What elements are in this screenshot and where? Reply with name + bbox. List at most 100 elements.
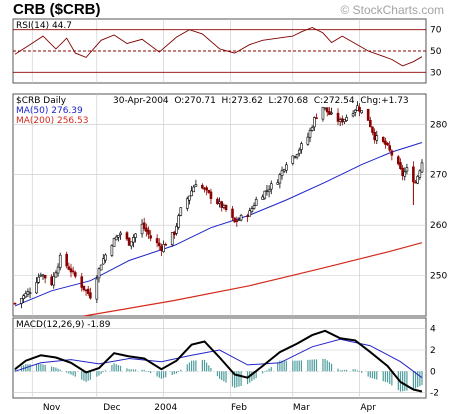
macd-histogram-bar (117, 365, 119, 372)
price-bar-body (162, 244, 165, 252)
macd-histogram-bar (68, 371, 70, 374)
price-bar-body (192, 186, 196, 193)
price-bar-body (308, 130, 312, 138)
price-bar-body (134, 233, 137, 238)
price-bar-body (125, 232, 129, 240)
price-bar-body (239, 214, 243, 221)
macd-histogram-bar (414, 371, 417, 389)
macd-histogram-bar (296, 360, 298, 372)
price-bar-body (177, 215, 180, 228)
price-bar-body (58, 254, 62, 268)
price-bar-body (269, 183, 273, 190)
macd-histogram-bar (404, 371, 406, 391)
macd-histogram-bar (309, 359, 311, 372)
macd-histogram-bar (225, 371, 227, 383)
macd-histogram-bar (165, 371, 167, 378)
price-bar-body (26, 291, 30, 295)
macd-histogram-bar (178, 371, 180, 372)
price-bar-body (263, 190, 267, 199)
price-bar-body (194, 184, 198, 187)
macd-histogram-bar (315, 359, 318, 372)
price-bar-body (371, 126, 374, 133)
macd-histogram-bar (57, 368, 59, 372)
price-bar-body (114, 236, 118, 241)
macd-histogram-bar (313, 359, 315, 372)
macd-tick-label: 4 (430, 325, 436, 335)
price-bar-body (52, 275, 56, 286)
price-bar-body (69, 268, 73, 273)
price-bar-body (328, 111, 331, 115)
x-axis-label: 2004 (154, 403, 177, 413)
price-bar-body (145, 227, 148, 232)
price-bar-body (250, 208, 254, 213)
macd-histogram-bar (236, 371, 238, 388)
price-bar-body (338, 119, 342, 122)
price-bar-body (209, 191, 213, 199)
price-bar-body (390, 150, 394, 156)
macd-tick-label: 0 (430, 367, 436, 377)
macd-histogram-bar (100, 371, 102, 374)
price-bar-body (252, 205, 256, 209)
macd-histogram-bar (221, 371, 223, 381)
price-bar-body (293, 156, 297, 158)
price-bar-body (401, 167, 404, 176)
price-bar-body (179, 207, 183, 216)
price-bar-body (265, 189, 269, 192)
macd-histogram-bar (382, 371, 384, 382)
macd-histogram-bar (206, 362, 208, 372)
price-bar-body (360, 110, 364, 114)
price-bar-body (246, 215, 249, 218)
price-tick-label: 270 (430, 171, 447, 181)
price-bar-body (13, 302, 17, 305)
price-bar-body (203, 187, 206, 190)
price-bar-body (104, 254, 107, 261)
macd-histogram-bar (266, 370, 268, 372)
price-bar-body (375, 135, 379, 141)
price-bar-body (313, 117, 316, 128)
price-bar-body (132, 237, 135, 243)
price-bar-body (99, 264, 103, 271)
macd-histogram-bar (98, 371, 100, 376)
brand-watermark[interactable]: © StockCharts.com (340, 3, 444, 17)
macd-histogram-bar (389, 371, 391, 384)
price-bar-body (366, 108, 370, 121)
macd-histogram-bar (268, 368, 270, 372)
macd-histogram-bar (339, 370, 341, 372)
price-bar-body (224, 204, 228, 211)
macd-histogram-bar (27, 364, 29, 372)
price-bar-body (155, 238, 159, 244)
macd-histogram-bar (328, 362, 331, 372)
macd-histogram-bar (102, 371, 104, 373)
price-bar-body (95, 278, 99, 300)
macd-histogram-bar (87, 371, 89, 381)
macd-histogram-bar (55, 367, 57, 372)
macd-histogram-bar (188, 362, 191, 372)
macd-histogram-bar (132, 369, 135, 372)
macd-histogram-bar (346, 369, 348, 372)
macd-histogram-bar (324, 358, 326, 372)
rsi-tick-label: 30 (430, 68, 442, 78)
price-bar-body (356, 105, 359, 111)
price-bar-body (315, 117, 318, 119)
macd-histogram-bar (361, 371, 363, 373)
macd-histogram-bar (89, 371, 91, 380)
price-bar-body (149, 235, 152, 239)
price-bar-body (248, 210, 252, 217)
price-bar-body (41, 274, 45, 277)
x-axis-label: Apr (360, 403, 376, 413)
macd-histogram-bar (406, 371, 408, 391)
price-bar-body (127, 237, 131, 246)
macd-histogram-bar (216, 371, 219, 377)
price-bar-body (295, 154, 299, 158)
price-bar-body (73, 272, 77, 277)
price-bar-body (220, 201, 224, 208)
x-axis-label: Feb (231, 403, 247, 413)
price-bar-body (216, 198, 219, 205)
macd-histogram-bar (384, 371, 386, 382)
macd-histogram-bar (352, 369, 354, 372)
price-bar-body (222, 205, 226, 208)
price-bar-body (278, 174, 282, 184)
price-bar-body (101, 258, 105, 265)
price-bar-body (353, 109, 357, 113)
price-bar-body (345, 117, 348, 121)
